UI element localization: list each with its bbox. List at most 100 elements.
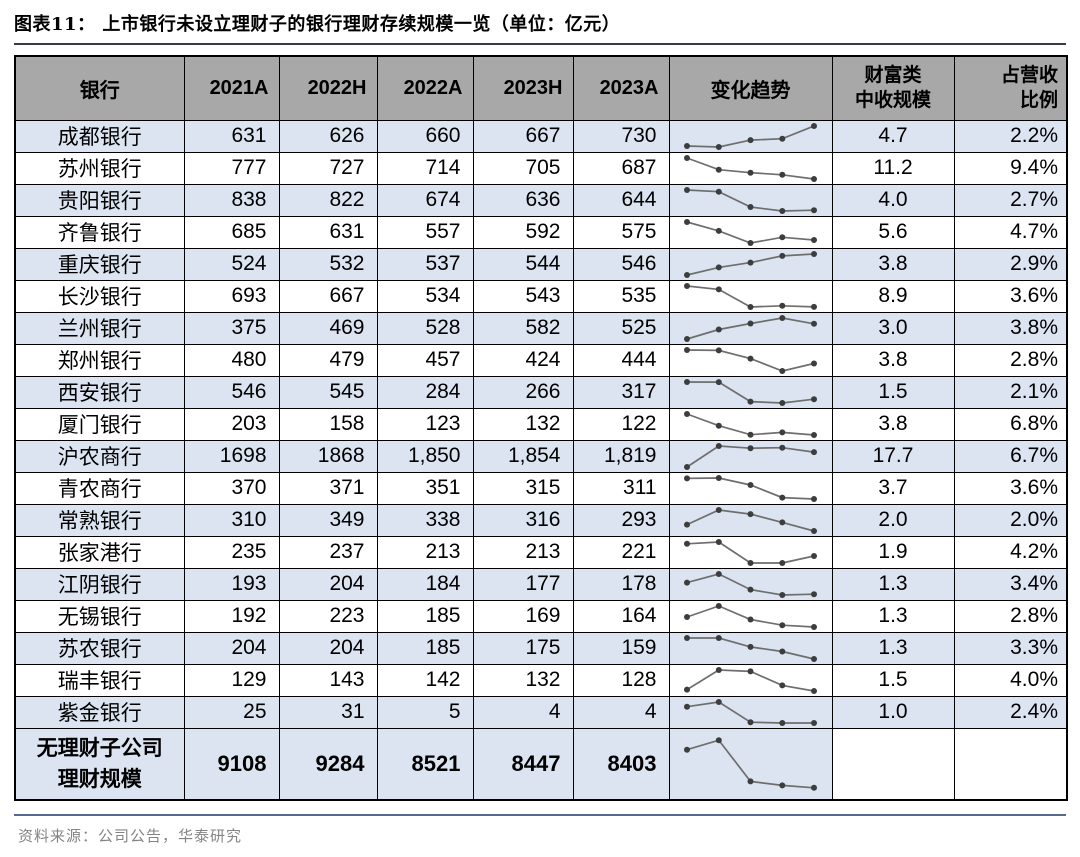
sparkline-point <box>683 271 690 278</box>
total-wealth-empty-cell <box>831 727 955 801</box>
wealth-income-cell: 1.5 <box>831 663 955 697</box>
sparkline-point <box>810 495 817 502</box>
value-cell: 524 <box>183 247 280 281</box>
total-row: 无理财子公司 理财规模 9108 9284 8521 8447 8403 <box>14 727 1068 801</box>
bank-name-cell: 西安银行 <box>14 375 185 409</box>
wealth-income-cell: 11.2 <box>831 151 955 185</box>
bank-name-cell: 成都银行 <box>14 119 185 153</box>
revenue-share-cell: 2.4% <box>953 695 1068 729</box>
trend-sparkline <box>683 570 817 598</box>
sparkline-point <box>683 282 690 289</box>
value-cell: 1,819 <box>572 439 670 473</box>
revenue-share-cell: 2.9% <box>953 247 1068 281</box>
sparkline-point <box>810 431 817 438</box>
bank-name-cell: 青农商行 <box>14 471 185 505</box>
sparkline-point <box>683 579 690 586</box>
sparkline-point <box>715 188 722 195</box>
bank-name-cell: 兰州银行 <box>14 311 185 345</box>
revenue-share-cell: 9.4% <box>953 151 1068 185</box>
sparkline-point <box>778 559 785 566</box>
value-cell: 192 <box>183 599 280 633</box>
sparkline-point <box>747 239 753 246</box>
value-cell: 528 <box>376 311 474 345</box>
sparkline-point <box>747 667 753 674</box>
wealth-income-cell: 1.0 <box>831 695 955 729</box>
header-2021a: 2021A <box>183 55 280 121</box>
revenue-share-cell: 4.2% <box>953 535 1068 569</box>
trend-sparkline-cell <box>668 215 833 249</box>
sparkline-point <box>715 634 722 641</box>
value-cell: 557 <box>376 215 474 249</box>
value-cell: 223 <box>278 599 378 633</box>
sparkline-point <box>715 538 722 545</box>
revenue-share-cell: 2.8% <box>953 599 1068 633</box>
value-cell: 626 <box>278 119 378 153</box>
value-cell: 235 <box>183 535 280 569</box>
header-wealth-income: 财富类 中收规模 <box>831 55 955 121</box>
value-cell: 534 <box>376 279 474 313</box>
value-cell: 822 <box>278 183 378 217</box>
sparkline-point <box>778 302 785 309</box>
revenue-share-cell: 4.0% <box>953 663 1068 697</box>
wealth-income-cell: 17.7 <box>831 439 955 473</box>
table-row: 无锡银行 192 223 185 169 164 1.3 2.8% <box>14 599 1068 633</box>
sparkline-point <box>778 591 785 598</box>
revenue-share-cell: 6.8% <box>953 407 1068 441</box>
table-row: 紫金银行 25 31 5 4 4 1.0 2.4% <box>14 695 1068 729</box>
sparkline-point <box>778 428 785 435</box>
sparkline-point <box>683 521 690 528</box>
table-row: 厦门银行 203 158 123 132 122 3.8 6.8% <box>14 407 1068 441</box>
trend-sparkline <box>683 218 817 246</box>
value-cell: 469 <box>278 311 378 345</box>
value-cell: 310 <box>183 503 280 537</box>
sparkline-point <box>715 442 722 449</box>
sparkline-point <box>715 506 722 513</box>
value-cell: 535 <box>572 279 670 313</box>
sparkline-point <box>778 314 785 321</box>
trend-sparkline-cell <box>668 503 833 537</box>
value-cell: 370 <box>183 471 280 505</box>
sparkline-point <box>715 422 722 429</box>
sparkline-point <box>810 175 817 182</box>
value-cell: 203 <box>183 407 280 441</box>
value-cell: 674 <box>376 183 474 217</box>
sparkline-point <box>747 398 753 405</box>
sparkline-point <box>715 602 722 609</box>
value-cell: 685 <box>183 215 280 249</box>
table-row: 常熟银行 310 349 338 316 293 2.0 2.0% <box>14 503 1068 537</box>
wealth-income-cell: 3.7 <box>831 471 955 505</box>
bank-name-cell: 重庆银行 <box>14 247 185 281</box>
sparkline-point <box>747 444 753 451</box>
value-cell: 667 <box>278 279 378 313</box>
trend-sparkline-cell <box>668 471 833 505</box>
trend-sparkline-cell <box>668 183 833 217</box>
sparkline-point <box>810 527 817 534</box>
value-cell: 169 <box>472 599 574 633</box>
trend-sparkline-cell <box>668 119 833 153</box>
value-cell: 221 <box>572 535 670 569</box>
value-cell: 129 <box>183 663 280 697</box>
sparkline-point <box>683 154 690 161</box>
value-cell: 687 <box>572 151 670 185</box>
trend-sparkline <box>683 634 817 662</box>
trend-sparkline-cell <box>668 631 833 665</box>
value-cell: 714 <box>376 151 474 185</box>
sparkline-point <box>683 686 690 693</box>
trend-sparkline <box>683 250 817 278</box>
value-cell: 1698 <box>183 439 280 473</box>
sparkline-point <box>747 718 753 725</box>
sparkline-point <box>778 621 785 628</box>
sparkline-point <box>747 643 753 650</box>
trend-sparkline-cell <box>668 567 833 601</box>
bank-name-cell: 无锡银行 <box>14 599 185 633</box>
wealth-income-cell: 4.0 <box>831 183 955 217</box>
table-row: 苏农银行 204 204 185 175 159 1.3 3.3% <box>14 631 1068 665</box>
value-cell: 582 <box>472 311 574 345</box>
revenue-share-cell: 3.6% <box>953 471 1068 505</box>
wealth-income-cell: 1.3 <box>831 599 955 633</box>
source-divider <box>14 814 1066 816</box>
wealth-income-cell: 1.3 <box>831 567 955 601</box>
wealth-income-cell: 2.0 <box>831 503 955 537</box>
bank-name-cell: 厦门银行 <box>14 407 185 441</box>
